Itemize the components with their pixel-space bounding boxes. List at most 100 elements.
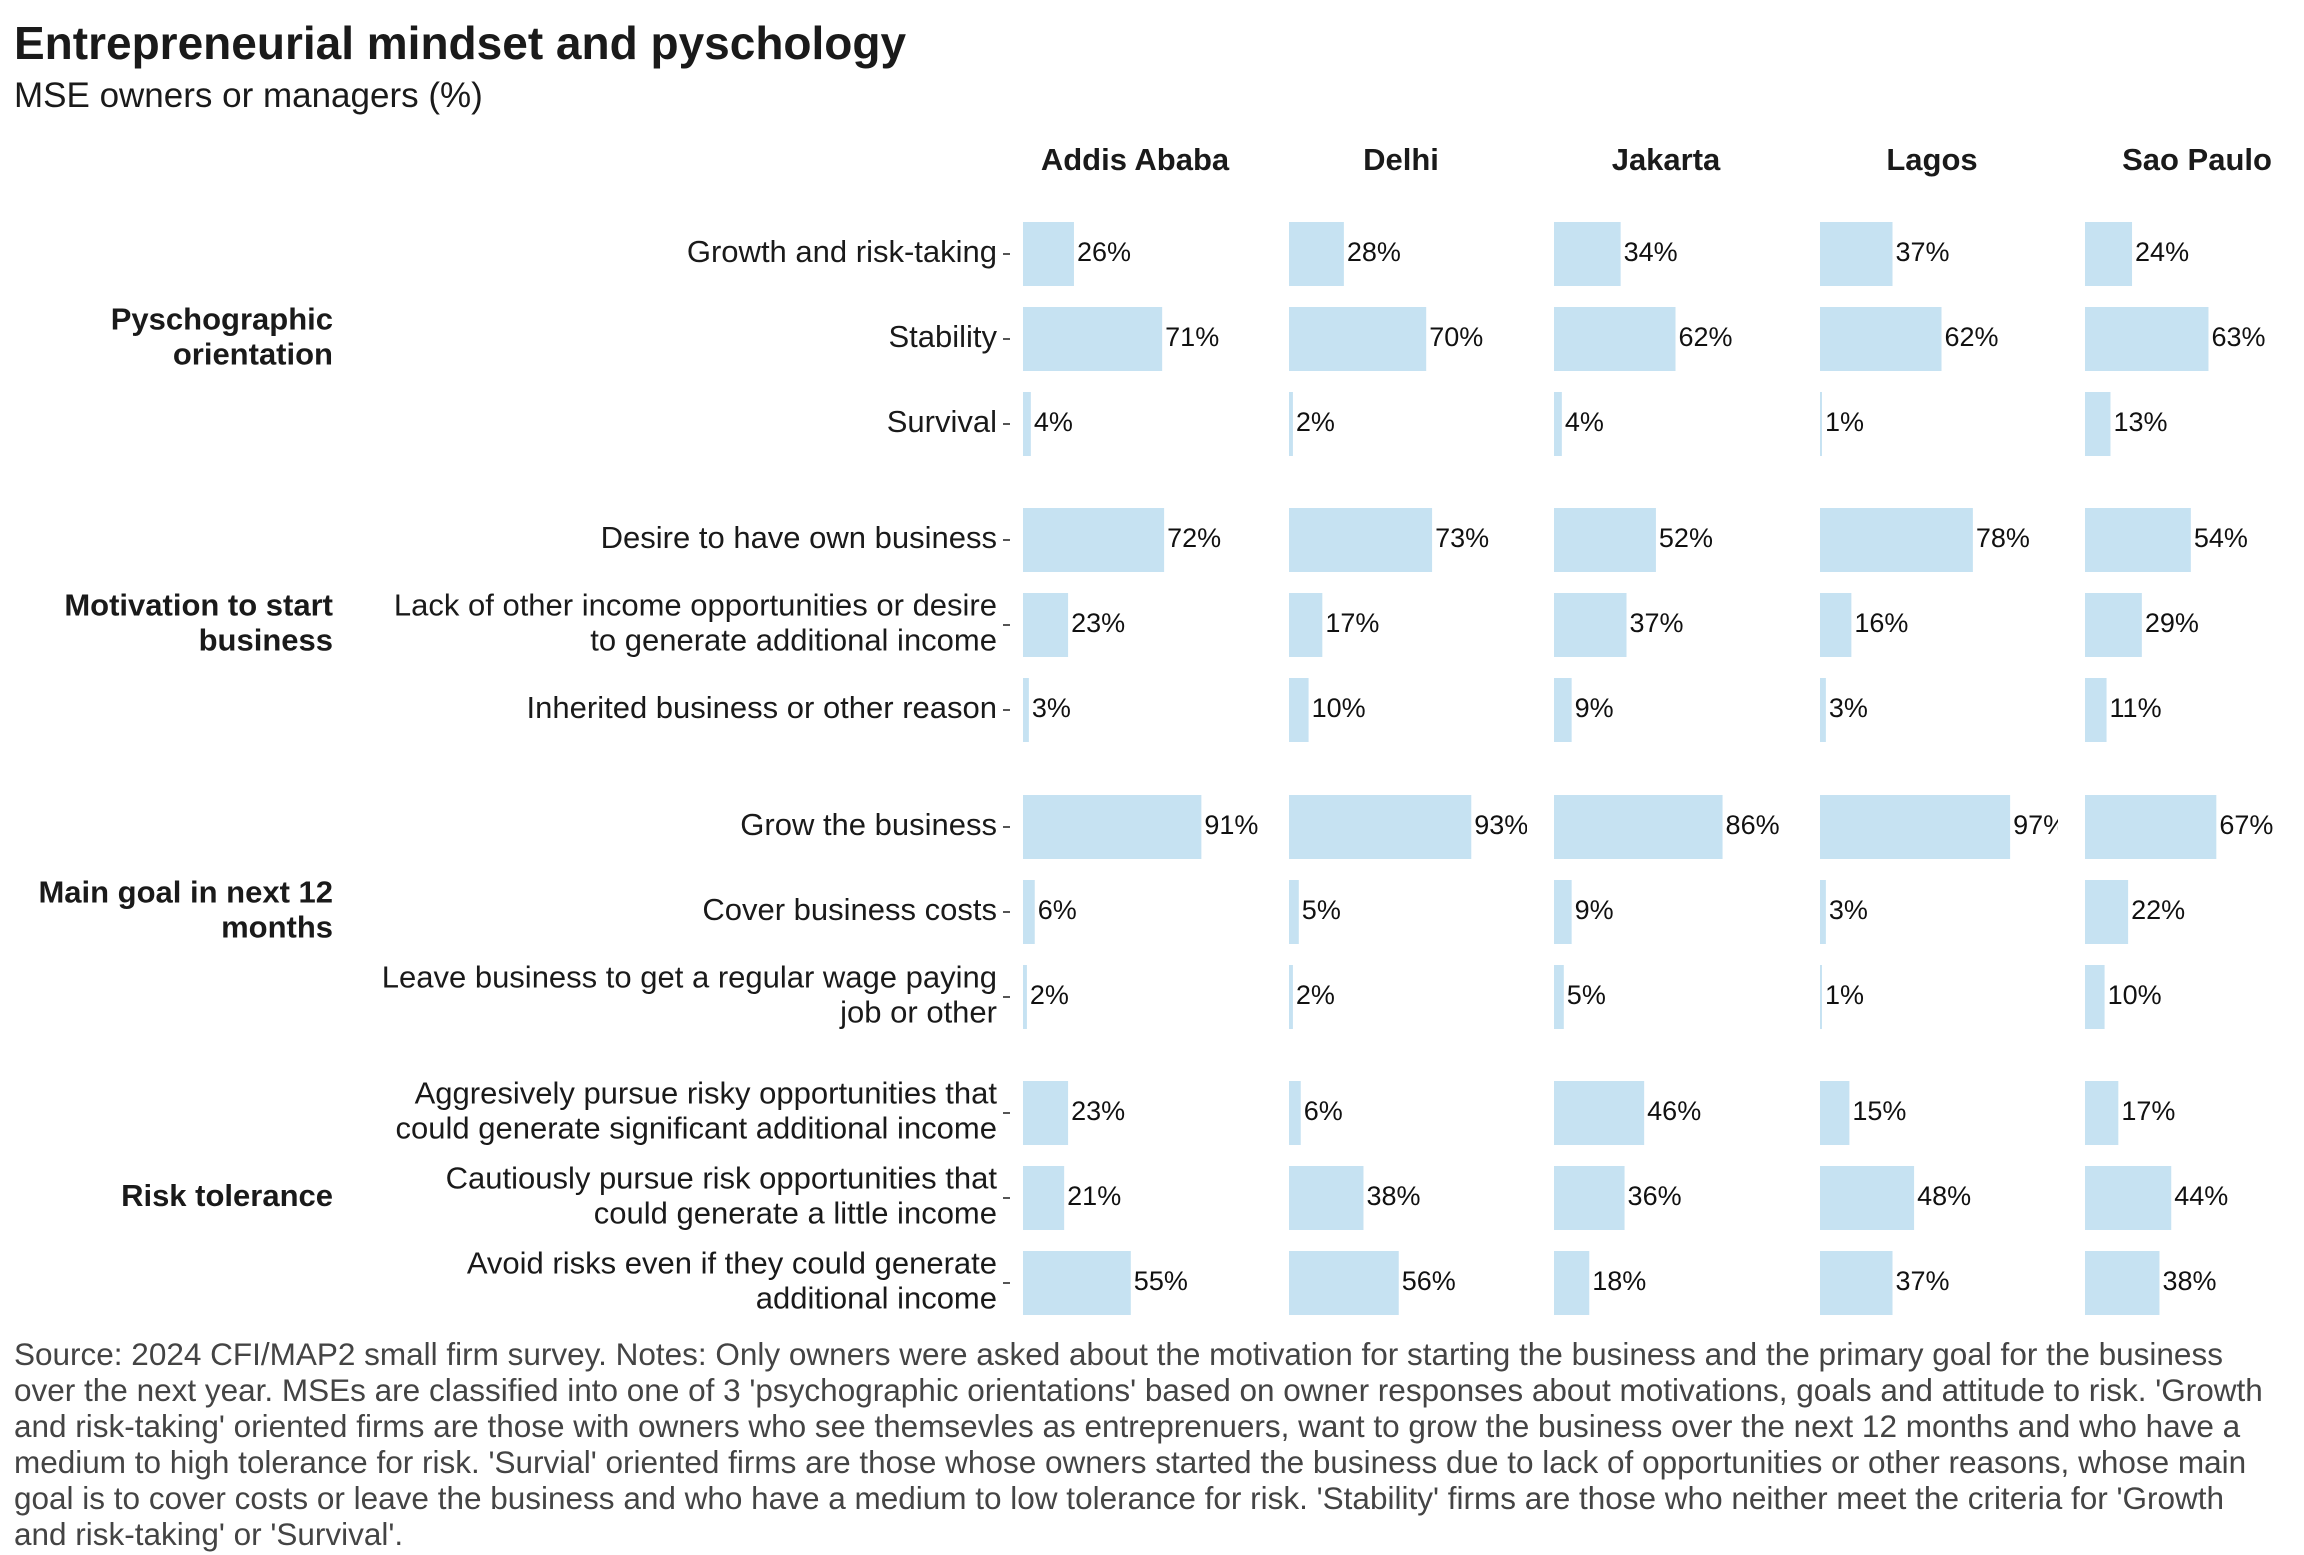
- bar: [1820, 1081, 1850, 1145]
- bar: [1289, 508, 1433, 572]
- bar-value-label: 67%: [2219, 810, 2273, 840]
- bar-value-label: 86%: [1726, 810, 1780, 840]
- row-label: Avoid risks even if they could generate a…: [467, 1246, 997, 1316]
- row-label: Stability: [888, 319, 997, 354]
- bar: [2085, 222, 2133, 286]
- facet-panel-sao-paulo: 24% 63% 13% 54% 29% 11% 67% 22% 10% 17% 44% 38%: [2085, 222, 2273, 1315]
- bar: [1820, 307, 1942, 371]
- facet-header-delhi: Delhi: [1363, 142, 1439, 177]
- bar: [1820, 1166, 1915, 1230]
- bar: [1820, 392, 1822, 456]
- bar: [1820, 880, 1826, 944]
- bar: [1289, 1166, 1364, 1230]
- bar: [1023, 593, 1069, 657]
- bar: [1023, 880, 1035, 944]
- bar-value-label: 5%: [1302, 895, 1341, 925]
- bar-value-label: 15%: [1852, 1096, 1906, 1126]
- bar: [1023, 678, 1029, 742]
- bar: [2085, 307, 2209, 371]
- bar-value-label: 2%: [1296, 407, 1335, 437]
- source-note: Source: 2024 CFI/MAP2 small firm survey.…: [14, 1336, 2263, 1552]
- facet-panel-lagos: 37% 62% 1% 78% 16% 3% 97% 3% 1% 15% 48% 37%: [1820, 222, 2067, 1315]
- row-label: Survival: [887, 404, 997, 439]
- bar-value-label: 93%: [1474, 810, 1528, 840]
- bar-value-label: 70%: [1429, 322, 1483, 352]
- bar: [1289, 678, 1309, 742]
- bar-value-label: 11%: [2110, 693, 2162, 723]
- bar-value-label: 44%: [2174, 1181, 2228, 1211]
- bar: [2085, 1081, 2119, 1145]
- bar-value-label: 38%: [2162, 1266, 2216, 1296]
- bar: [1554, 508, 1656, 572]
- group-label: Pyschographic orientation: [111, 302, 333, 372]
- bar: [1023, 222, 1074, 286]
- bar: [1820, 965, 1822, 1029]
- row-label: Cover business costs: [702, 892, 997, 927]
- bar-value-label: 37%: [1896, 1266, 1950, 1296]
- bar: [1289, 880, 1299, 944]
- bar-value-label: 4%: [1565, 407, 1604, 437]
- bar-value-label: 21%: [1067, 1181, 1121, 1211]
- bar-value-label: 6%: [1038, 895, 1077, 925]
- bar: [1820, 1251, 1893, 1315]
- bar-value-label: 23%: [1071, 1096, 1125, 1126]
- facet-header-jakarta: Jakarta: [1612, 142, 1721, 177]
- bar: [2085, 965, 2105, 1029]
- bar: [1289, 593, 1323, 657]
- bar: [2085, 593, 2142, 657]
- row-label: Cautiously pursue risk opportunities tha…: [446, 1161, 998, 1231]
- bar-value-label: 2%: [1030, 980, 1069, 1010]
- bar-value-label: 9%: [1575, 693, 1614, 723]
- bar: [1023, 508, 1165, 572]
- bar-value-label: 56%: [1402, 1266, 1456, 1296]
- bar: [2085, 880, 2129, 944]
- bar-value-label: 62%: [1679, 322, 1733, 352]
- bar-value-label: 18%: [1592, 1266, 1646, 1296]
- bar-value-label: 23%: [1071, 608, 1125, 638]
- facet-header-addis-ababa: Addis Ababa: [1041, 142, 1230, 177]
- bar-value-label: 63%: [2211, 322, 2265, 352]
- bar-value-label: 28%: [1347, 237, 1401, 267]
- bar: [1554, 392, 1562, 456]
- bar: [1554, 222, 1621, 286]
- bar: [1023, 1081, 1069, 1145]
- bar-value-label: 71%: [1165, 322, 1219, 352]
- bar: [1554, 880, 1572, 944]
- bar-value-label: 10%: [1312, 693, 1366, 723]
- bar: [1554, 1081, 1645, 1145]
- row-label: Growth and risk-taking: [687, 234, 997, 269]
- bar: [2085, 508, 2191, 572]
- bar: [1554, 1251, 1590, 1315]
- group-label: Risk tolerance: [121, 1178, 333, 1213]
- bar: [2085, 1166, 2172, 1230]
- bar: [1820, 593, 1852, 657]
- bar: [1023, 1166, 1065, 1230]
- bar-value-label: 97%: [2013, 810, 2067, 840]
- bar: [2085, 392, 2111, 456]
- group-label: Main goal in next 12 months: [38, 875, 333, 945]
- bar-value-label: 13%: [2113, 407, 2167, 437]
- bar-value-label: 9%: [1575, 895, 1614, 925]
- bar-value-label: 48%: [1917, 1181, 1971, 1211]
- bar-value-label: 2%: [1296, 980, 1335, 1010]
- bar: [1289, 1081, 1301, 1145]
- bar: [1289, 965, 1293, 1029]
- bar: [1554, 307, 1676, 371]
- facet-header-lagos: Lagos: [1886, 142, 1977, 177]
- bar: [1554, 795, 1723, 859]
- bar-value-label: 52%: [1659, 523, 1713, 553]
- bar-value-label: 10%: [2108, 980, 2162, 1010]
- bar-value-label: 73%: [1435, 523, 1489, 553]
- group-label: Motivation to start business: [64, 588, 333, 658]
- bar-value-label: 36%: [1628, 1181, 1682, 1211]
- bar: [1023, 392, 1031, 456]
- bar-value-label: 55%: [1134, 1266, 1188, 1296]
- bar: [2085, 1251, 2160, 1315]
- bar-value-label: 3%: [1032, 693, 1071, 723]
- bar-value-label: 37%: [1630, 608, 1684, 638]
- bar: [1554, 593, 1627, 657]
- row-label: Leave business to get a regular wage pay…: [382, 960, 997, 1030]
- bar-value-label: 1%: [1825, 407, 1864, 437]
- bar: [1289, 392, 1293, 456]
- bar-value-label: 72%: [1167, 523, 1221, 553]
